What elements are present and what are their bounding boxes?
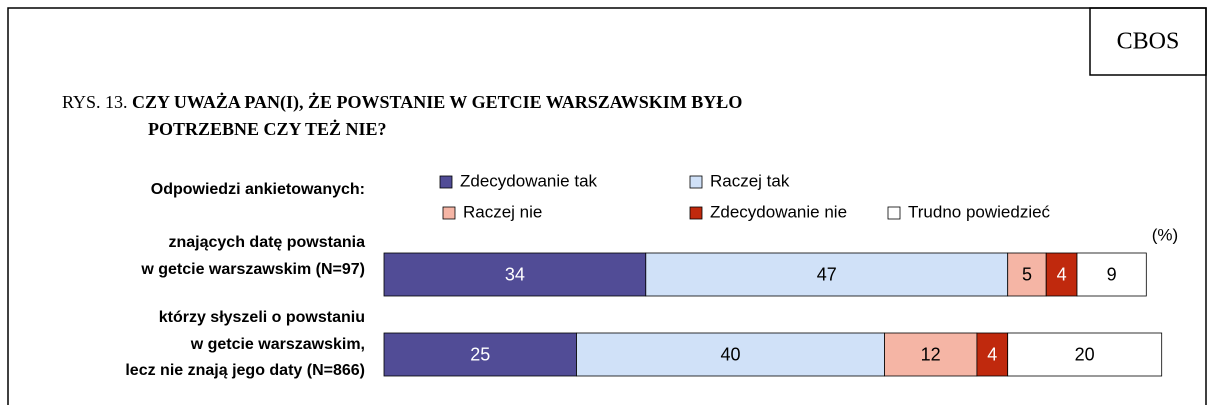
data-label: 47 bbox=[817, 264, 837, 284]
legend-label: Trudno powiedzieć bbox=[908, 202, 1051, 221]
legend-title: Odpowiedzi ankietowanych: bbox=[151, 181, 365, 198]
bar-segment bbox=[383, 332, 577, 377]
legend-label: Raczej tak bbox=[710, 171, 790, 190]
legend-label: Raczej nie bbox=[463, 202, 542, 221]
unit-label: (%) bbox=[1152, 225, 1178, 244]
frame bbox=[7, 7, 1207, 405]
legend-swatch bbox=[689, 175, 703, 189]
figure-label: RYS. 13. bbox=[62, 92, 128, 112]
category-label: którzy słyszeli o powstaniu bbox=[159, 309, 365, 326]
bar-segment bbox=[1007, 332, 1163, 377]
bar-segment bbox=[576, 332, 885, 377]
data-label: 4 bbox=[987, 344, 997, 364]
category-label: w getcie warszawskim (N=97) bbox=[140, 261, 365, 278]
legend-label: Zdecydowanie nie bbox=[710, 202, 847, 221]
legend-swatch bbox=[689, 206, 703, 220]
legend-label: Zdecydowanie tak bbox=[460, 171, 598, 190]
data-label: 25 bbox=[470, 344, 490, 364]
bar-segment bbox=[383, 252, 647, 297]
legend-swatch bbox=[887, 206, 901, 220]
data-label: 34 bbox=[505, 264, 525, 284]
source-box bbox=[1089, 7, 1207, 76]
bar-segment bbox=[1045, 252, 1078, 297]
bar-segment bbox=[1007, 252, 1047, 297]
title-line: POTRZEBNE CZY TEŻ NIE? bbox=[148, 119, 387, 139]
data-label: 9 bbox=[1107, 264, 1117, 284]
data-label: 12 bbox=[921, 344, 941, 364]
category-label: lecz nie znają jego daty (N=866) bbox=[125, 362, 365, 379]
chart-title: RYS. 13. CZY UWAŻA PAN(I), ŻE POWSTANIE … bbox=[62, 92, 742, 113]
title-line: CZY UWAŻA PAN(I), ŻE POWSTANIE W GETCIE … bbox=[132, 92, 742, 113]
data-label: 4 bbox=[1057, 264, 1067, 284]
data-label: 5 bbox=[1022, 264, 1032, 284]
bar-segment bbox=[884, 332, 978, 377]
source-label: CBOS bbox=[1117, 29, 1180, 55]
legend-swatch bbox=[439, 175, 453, 189]
data-label: 40 bbox=[720, 344, 740, 364]
bar-segment bbox=[1076, 252, 1147, 297]
category-label: znających datę powstania bbox=[168, 234, 365, 251]
bar-segment bbox=[976, 332, 1009, 377]
category-label: w getcie warszawskim, bbox=[190, 336, 365, 353]
data-label: 20 bbox=[1075, 344, 1095, 364]
legend-swatch bbox=[442, 206, 456, 220]
